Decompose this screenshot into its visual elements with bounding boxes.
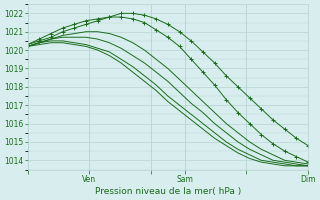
X-axis label: Pression niveau de la mer( hPa ): Pression niveau de la mer( hPa ) [95,187,241,196]
